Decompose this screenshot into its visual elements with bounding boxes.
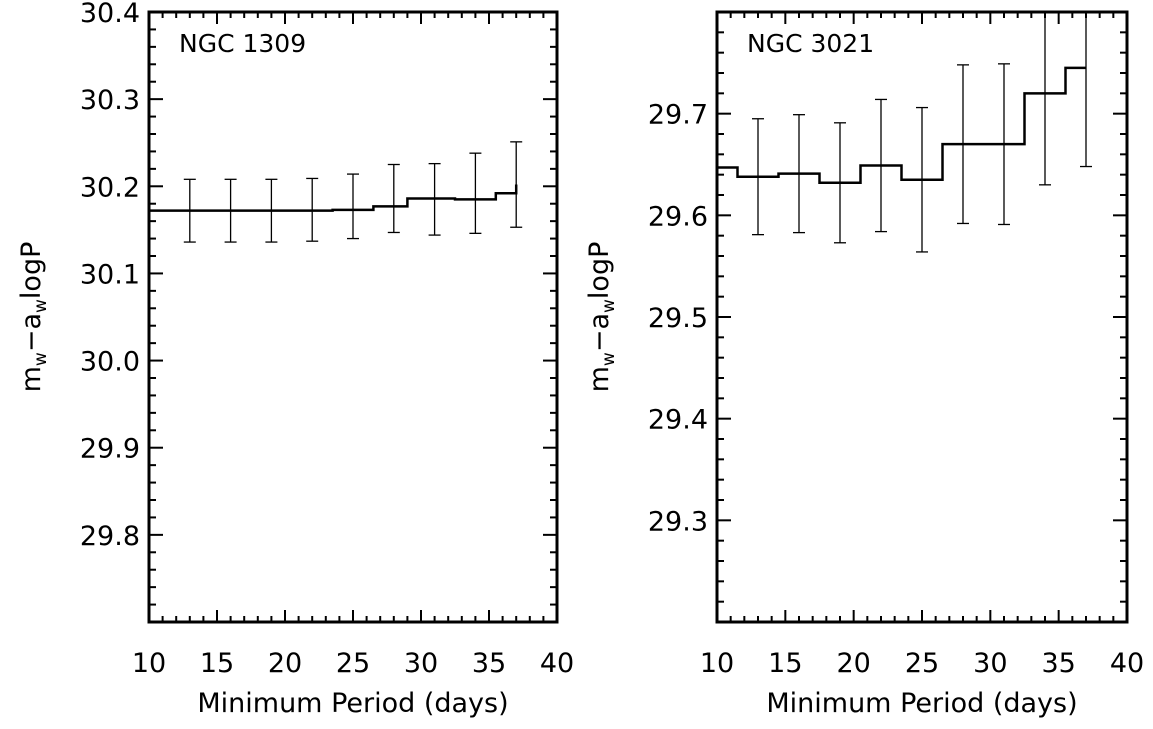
x-tick-label: 10 bbox=[132, 648, 166, 679]
x-tick-label: 35 bbox=[1041, 648, 1075, 679]
y-tick-label: 29.3 bbox=[648, 506, 708, 537]
x-tick-label: 20 bbox=[836, 648, 870, 679]
x-tick-label: 35 bbox=[472, 648, 506, 679]
y-axis-title-subscript: w bbox=[599, 299, 619, 313]
y-tick-label: 30.1 bbox=[80, 259, 140, 290]
plot-frame bbox=[715, 10, 1129, 624]
x-tick-label: 40 bbox=[1110, 648, 1144, 679]
x-tick-label: 25 bbox=[336, 648, 370, 679]
x-tick-label: 15 bbox=[768, 648, 802, 679]
x-axis-title: Minimum Period (days) bbox=[766, 688, 1077, 719]
x-tick-label: 15 bbox=[200, 648, 234, 679]
y-axis-title-part: logP bbox=[16, 242, 47, 299]
y-tick-label: 29.4 bbox=[648, 405, 708, 436]
y-axis-title-part: −a bbox=[584, 313, 615, 352]
y-axis-title-part: −a bbox=[16, 313, 47, 352]
x-tick-label: 25 bbox=[905, 648, 939, 679]
x-tick-label: 10 bbox=[700, 648, 734, 679]
y-tick-label: 30.0 bbox=[80, 347, 140, 378]
x-axis-title: Minimum Period (days) bbox=[197, 688, 508, 719]
panel-ngc-3021: 10 15 20 25 30 35 40 29.3 29.4 29.5 29.6 29.7 Minimu… bbox=[584, 10, 1144, 719]
y-axis-title-part: m bbox=[16, 366, 47, 392]
y-axis-title-part: m bbox=[584, 366, 615, 392]
y-axis-title: mw−awlogP bbox=[16, 242, 51, 393]
plot-frame bbox=[147, 10, 559, 624]
y-tick-label: 29.9 bbox=[80, 434, 140, 465]
y-tick-label: 29.5 bbox=[648, 303, 708, 334]
x-tick-label: 30 bbox=[973, 648, 1007, 679]
y-tick-label: 29.6 bbox=[648, 201, 708, 232]
x-tick-label: 40 bbox=[540, 648, 574, 679]
panel-ngc-1309: 10 15 20 25 30 35 40 29.8 29.9 30.0 30.1 30.2 30.3 30… bbox=[16, 0, 574, 719]
y-tick-label: 29.8 bbox=[80, 521, 140, 552]
y-axis-title-part: logP bbox=[584, 242, 615, 299]
x-tick-label: 30 bbox=[404, 648, 438, 679]
y-axis-title: mw−awlogP bbox=[584, 242, 619, 393]
x-tick-label: 20 bbox=[268, 648, 302, 679]
y-axis-title-subscript: w bbox=[599, 352, 619, 366]
y-tick-label: 29.7 bbox=[648, 100, 708, 131]
panel-annotation: NGC 3021 bbox=[747, 29, 874, 58]
y-tick-label: 30.4 bbox=[80, 0, 140, 29]
step-series-line bbox=[149, 184, 518, 212]
y-axis-title-subscript: w bbox=[31, 299, 51, 313]
y-tick-label: 30.3 bbox=[80, 85, 140, 116]
step-series-line bbox=[717, 66, 1086, 185]
y-tick-label: 30.2 bbox=[80, 172, 140, 203]
y-axis-title-subscript: w bbox=[31, 352, 51, 366]
panel-annotation: NGC 1309 bbox=[179, 29, 306, 58]
